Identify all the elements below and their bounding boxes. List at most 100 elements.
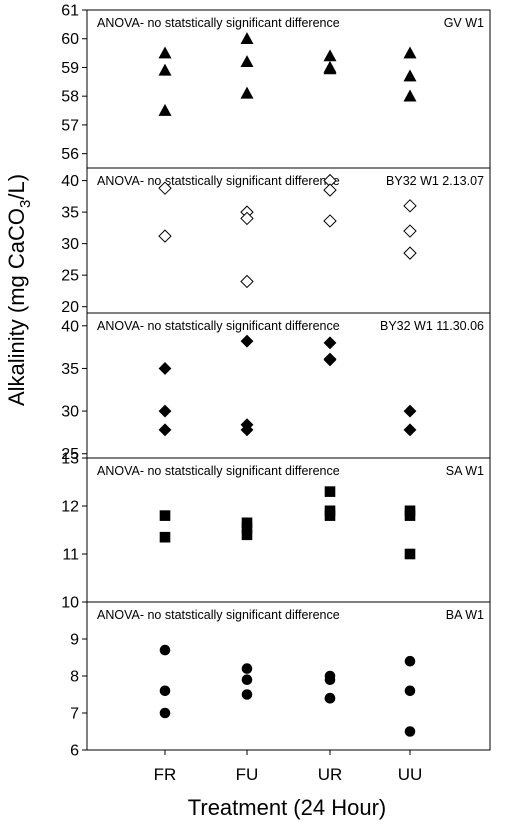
x-category-label-fu: FU	[236, 765, 259, 784]
y-tick-label: 25	[61, 268, 79, 285]
data-point-fr	[158, 181, 172, 195]
panel-4: 10 11 12 13 ANOVA- no statstically significa…	[61, 451, 491, 612]
x-axis-title: Treatment (24 Hour)	[188, 795, 386, 820]
panel-frame	[86, 457, 491, 603]
y-tick-label: 30	[61, 404, 79, 421]
data-point-uu	[404, 726, 416, 737]
anova-annotation: ANOVA- no statstically significant diffe…	[97, 174, 340, 188]
data-point-ur	[323, 336, 337, 350]
panel-frame	[86, 601, 491, 751]
data-point-fu	[241, 529, 253, 541]
data-point-fr	[159, 707, 171, 719]
x-category-label-uu: UU	[398, 765, 423, 784]
panel-label: SA W1	[446, 464, 484, 478]
y-tick-label: 10	[61, 595, 79, 612]
y-tick-label: 58	[61, 89, 79, 106]
anova-annotation: ANOVA- no statstically significant diffe…	[97, 319, 340, 333]
data-point-fu	[241, 674, 253, 686]
data-point-uu	[403, 46, 417, 59]
panel-label: BY32 W1 11.30.06	[380, 319, 484, 333]
y-tick-label: 30	[61, 236, 79, 253]
y-tick-label: 59	[61, 60, 79, 77]
y-axis-title-end: /L)	[4, 174, 29, 200]
y-tick-label: 7	[70, 706, 79, 723]
anova-annotation: ANOVA- no statstically significant diffe…	[97, 464, 340, 478]
data-point-uu	[403, 199, 417, 213]
anova-annotation: ANOVA- no statstically significant diffe…	[97, 16, 340, 30]
y-tick-label: 6	[70, 743, 79, 760]
panel-3: 25 30 35 40 ANOVA- no statstically significa…	[61, 312, 491, 463]
data-point-fr	[158, 423, 172, 437]
data-point-ur	[324, 510, 336, 521]
data-point-uu	[403, 246, 417, 260]
y-tick-label: 61	[61, 3, 79, 20]
data-point-uu	[403, 224, 417, 238]
panel-frame	[86, 9, 491, 169]
data-point-fr	[159, 531, 171, 543]
panel-label: BA W1	[446, 608, 484, 622]
y-tick-label: 20	[61, 299, 79, 316]
panel-frame	[86, 312, 491, 459]
panel-2: 20 25 30 35 40 ANOVA- no statstically signifi…	[61, 167, 491, 316]
y-tick-label: 35	[61, 205, 79, 222]
data-point-uu	[403, 69, 417, 82]
data-point-uu	[404, 655, 416, 667]
data-point-fu	[241, 663, 253, 674]
data-point-uu	[404, 510, 416, 521]
data-point-fu	[240, 86, 254, 99]
y-axis-title-subscript: 3	[17, 200, 34, 208]
anova-annotation: ANOVA- no statstically significant diffe…	[97, 608, 340, 622]
y-tick-label: 56	[61, 146, 79, 163]
x-category-label-ur: UR	[318, 765, 343, 784]
data-point-uu	[404, 685, 416, 697]
data-point-fr	[158, 63, 172, 76]
panels-layer: 56 57 58 59 60 61 ANOVA- no statstically signi…	[61, 3, 491, 760]
y-tick-label: 8	[70, 669, 79, 686]
y-tick-label: 9	[70, 632, 79, 649]
data-point-fr	[159, 510, 171, 521]
y-tick-label: 60	[61, 31, 79, 48]
y-tick-label: 25	[61, 446, 79, 463]
data-point-fu	[240, 55, 254, 68]
y-axis-title: Alkalinity (mg CaCO3/L)	[4, 174, 34, 406]
panel-label: BY32 W1 2.13.07	[386, 174, 484, 188]
data-point-fr	[158, 46, 172, 59]
data-point-ur	[323, 62, 337, 75]
data-point-ur	[323, 214, 337, 228]
panel-label: GV W1	[444, 16, 484, 30]
panel-5: 6 7 8 9 ANOVA- no statstically significant d…	[70, 601, 491, 760]
data-point-uu	[403, 89, 417, 102]
y-tick-label: 57	[61, 117, 79, 134]
data-point-fu	[241, 689, 253, 700]
data-point-ur	[324, 692, 336, 704]
data-point-uu	[403, 404, 417, 418]
data-point-fu	[240, 32, 254, 45]
data-point-fr	[159, 685, 171, 697]
data-point-ur	[323, 352, 337, 366]
data-point-fu	[240, 274, 254, 289]
x-axis-categories: FR FU UR UU	[154, 750, 423, 784]
y-tick-label: 35	[61, 361, 79, 378]
y-tick-label: 40	[61, 318, 79, 335]
data-point-ur	[324, 486, 336, 497]
data-point-uu	[403, 423, 417, 437]
y-tick-label: 12	[61, 499, 79, 516]
y-axis-title-main: Alkalinity (mg CaCO	[4, 208, 29, 406]
data-point-ur	[323, 183, 337, 197]
data-point-uu	[404, 548, 416, 560]
data-point-fu	[240, 211, 254, 226]
data-point-ur	[324, 674, 336, 686]
panel-1: 56 57 58 59 60 61 ANOVA- no statstically signi…	[61, 3, 491, 169]
y-tick-label: 40	[61, 173, 79, 190]
data-point-fu	[240, 334, 254, 348]
data-point-ur	[323, 49, 337, 62]
data-point-fu	[240, 423, 254, 437]
panel-frame	[86, 167, 491, 314]
data-point-fr	[158, 229, 172, 243]
y-tick-label: 11	[62, 547, 79, 564]
data-point-fr	[158, 103, 172, 116]
data-point-fr	[159, 644, 171, 656]
data-point-fr	[158, 404, 172, 418]
